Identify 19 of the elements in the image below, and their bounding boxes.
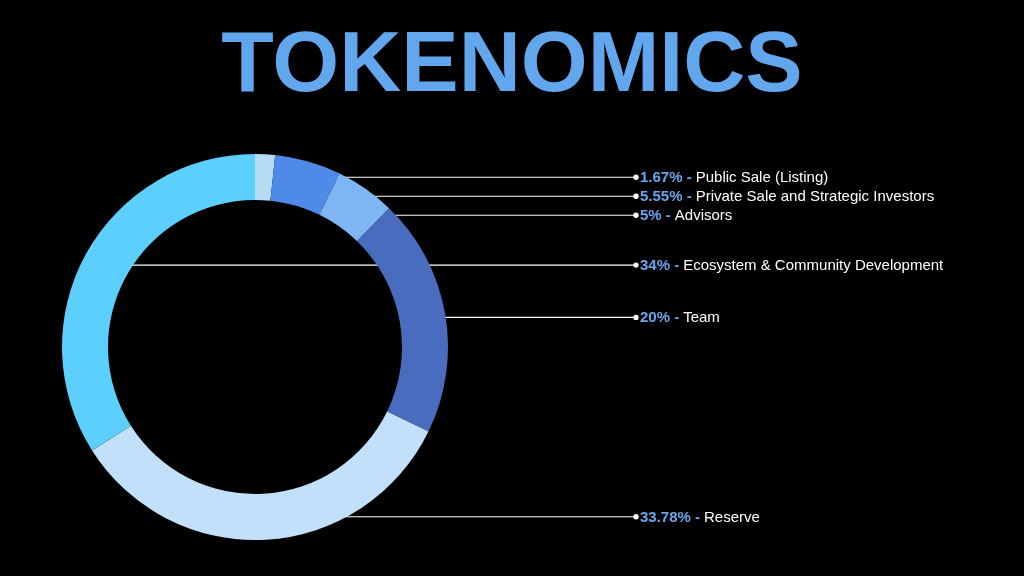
slice-label: Public Sale (Listing) (695, 168, 829, 186)
data-label: 5.55% - (640, 187, 692, 205)
slice-label: Private Sale and Strategic Investors (695, 187, 935, 205)
donut-slice (319, 173, 390, 242)
donut-slice (62, 154, 255, 451)
slice-label: Team (683, 308, 720, 326)
donut-slice (255, 154, 276, 201)
chart-title: TOKENOMICS (221, 13, 803, 109)
data-label: 20% - (640, 308, 680, 326)
donut-slice (270, 155, 340, 215)
data-label: 33.78% - (640, 507, 701, 525)
slice-label: Advisors (674, 206, 733, 224)
slice-label: Ecosystem & Community Development (683, 256, 945, 274)
slice-label: Reserve (704, 507, 760, 525)
donut-slice (92, 411, 429, 540)
data-label: 34% - (640, 256, 680, 274)
data-label: 5% - (640, 206, 671, 224)
donut-slice (357, 208, 448, 432)
data-label: 1.67% - (640, 168, 692, 186)
